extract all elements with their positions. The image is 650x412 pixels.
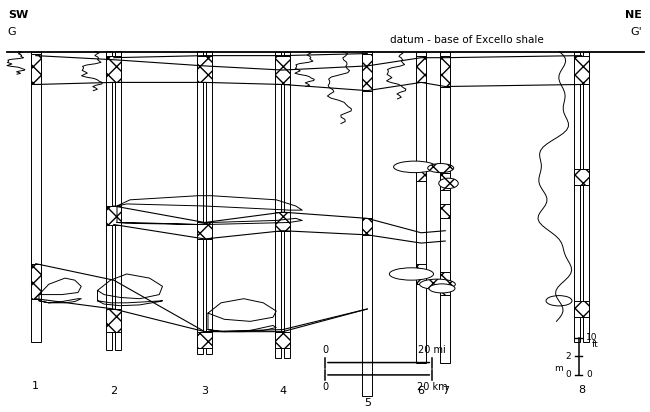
- Bar: [115, 52, 121, 350]
- Ellipse shape: [428, 164, 454, 173]
- Text: NE: NE: [625, 10, 642, 20]
- Bar: [575, 169, 589, 185]
- Text: 3: 3: [202, 386, 208, 396]
- Text: 20 km: 20 km: [417, 382, 448, 392]
- Ellipse shape: [420, 279, 456, 290]
- Ellipse shape: [393, 161, 436, 173]
- Bar: [440, 204, 450, 218]
- Bar: [284, 52, 290, 358]
- Bar: [575, 52, 580, 342]
- Bar: [583, 52, 589, 342]
- Bar: [440, 56, 450, 87]
- Bar: [575, 301, 589, 317]
- Text: 0: 0: [322, 382, 328, 392]
- Text: G': G': [630, 27, 642, 37]
- Bar: [206, 52, 212, 354]
- Text: 5: 5: [364, 398, 370, 407]
- Bar: [362, 52, 372, 396]
- Bar: [276, 332, 290, 348]
- Text: 6: 6: [418, 386, 424, 396]
- Bar: [107, 309, 121, 332]
- Bar: [416, 264, 426, 284]
- Bar: [31, 264, 41, 299]
- Text: 0: 0: [322, 345, 328, 355]
- Ellipse shape: [546, 296, 572, 306]
- Ellipse shape: [389, 268, 434, 280]
- Bar: [198, 52, 203, 354]
- Text: G: G: [8, 27, 16, 37]
- Text: 4: 4: [280, 386, 286, 396]
- Bar: [107, 52, 112, 350]
- Text: 10: 10: [586, 333, 598, 342]
- Bar: [440, 173, 450, 190]
- Bar: [440, 272, 450, 295]
- Text: 7: 7: [442, 386, 448, 396]
- Text: ft: ft: [592, 339, 598, 349]
- Text: 20 mi: 20 mi: [419, 345, 446, 355]
- Text: 0: 0: [586, 370, 592, 379]
- Ellipse shape: [439, 178, 458, 189]
- Bar: [575, 56, 589, 84]
- Text: SW: SW: [8, 10, 28, 20]
- Bar: [107, 206, 121, 225]
- Bar: [276, 212, 290, 231]
- Text: 0: 0: [565, 370, 571, 379]
- Bar: [198, 222, 212, 239]
- Text: datum - base of Excello shale: datum - base of Excello shale: [390, 35, 544, 44]
- Text: 2: 2: [111, 386, 117, 396]
- Bar: [276, 52, 281, 358]
- Bar: [362, 218, 372, 235]
- Bar: [198, 56, 212, 82]
- Bar: [416, 56, 426, 82]
- Text: 8: 8: [578, 385, 585, 395]
- Bar: [107, 56, 121, 82]
- Ellipse shape: [429, 284, 455, 293]
- Bar: [416, 52, 426, 363]
- Bar: [440, 52, 450, 363]
- Text: 2: 2: [565, 352, 571, 361]
- Text: m: m: [554, 364, 563, 373]
- Text: 1: 1: [32, 381, 39, 391]
- Bar: [416, 165, 426, 181]
- Bar: [276, 56, 290, 84]
- Bar: [362, 54, 372, 91]
- Bar: [198, 332, 212, 348]
- Bar: [31, 54, 41, 84]
- Bar: [31, 52, 41, 342]
